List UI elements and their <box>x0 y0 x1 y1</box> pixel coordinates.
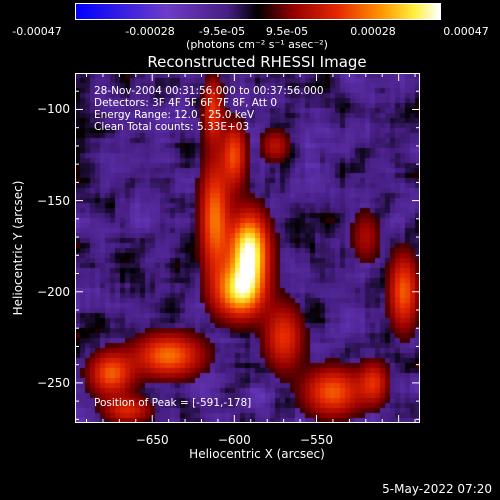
colorbar-tick: 0.00028 <box>350 25 396 38</box>
colorbar-tick: -0.00028 <box>125 25 175 38</box>
y-tick-label: −150 <box>37 193 70 208</box>
annotation-counts: Clean Total counts: 5.33E+03 <box>94 121 250 133</box>
footer-date: 5-May-2022 07:20 <box>382 482 492 496</box>
chart-title: Reconstructed RHESSI Image <box>147 53 367 71</box>
colorbar-units: (photons cm⁻² s⁻¹ asec⁻²) <box>186 38 328 51</box>
x-tick-label: −600 <box>217 433 251 447</box>
colorbar <box>75 3 440 19</box>
x-tick-label: −650 <box>135 433 169 447</box>
annotation-time: 28-Nov-2004 00:31:56.000 to 00:37:56.000 <box>94 85 324 97</box>
x-tick-label: −550 <box>300 433 333 447</box>
plot-area <box>75 73 420 423</box>
plot-frame <box>75 73 420 423</box>
colorbar-tick: -9.5e-05 <box>198 25 246 38</box>
y-tick-label: −200 <box>37 284 70 299</box>
annotation-energy: Energy Range: 12.0 - 25.0 keV <box>94 109 255 121</box>
colorbar-frame <box>75 3 441 20</box>
y-tick-label: −250 <box>37 375 70 390</box>
peak-position-label: Position of Peak = [-591,-178] <box>94 397 252 409</box>
annotation-detectors: Detectors: 3F 4F 5F 6F 7F 8F, Att 0 <box>94 97 278 109</box>
colorbar-tick: 0.00047 <box>443 25 489 38</box>
heatmap-image <box>75 73 420 423</box>
axis-ticks <box>75 73 420 423</box>
y-axis-label: Heliocentric Y (arcsec) <box>11 180 25 316</box>
colorbar-tick: -0.00047 <box>12 25 62 38</box>
x-axis-label: Heliocentric X (arcsec) <box>189 447 325 461</box>
colorbar-tick: 9.5e-05 <box>265 25 309 38</box>
y-tick-label: −100 <box>37 102 70 117</box>
